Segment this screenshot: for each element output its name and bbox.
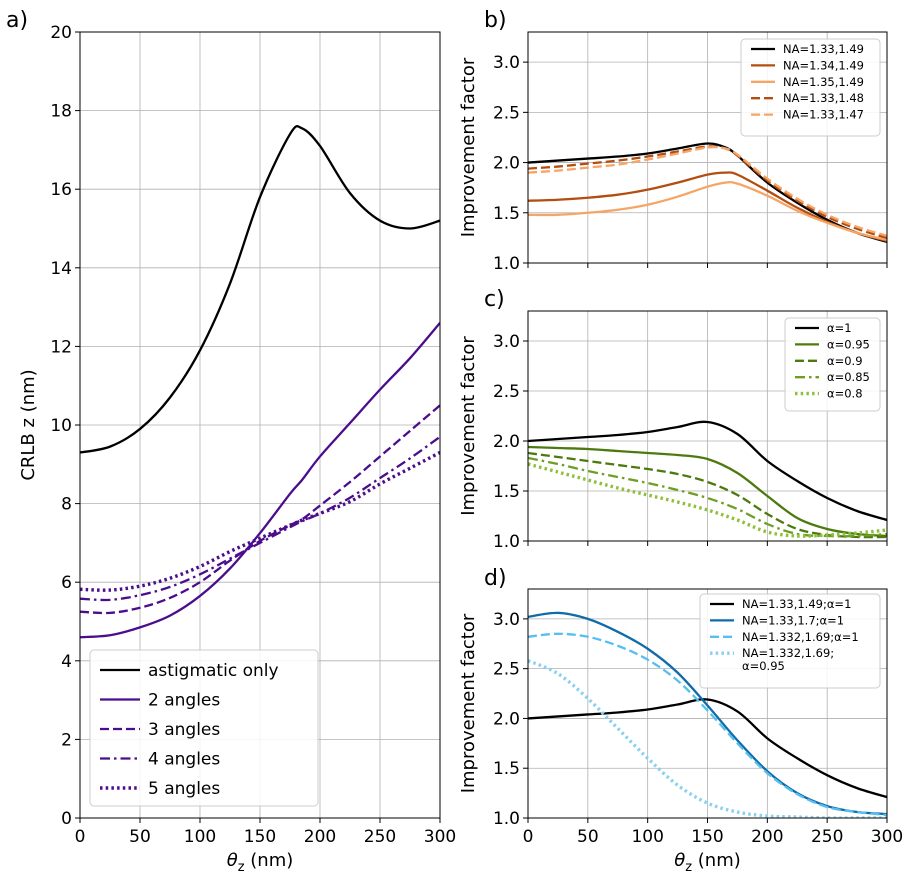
y-tick-label: 0 [61,809,72,829]
series-line-2 [80,404,440,615]
x-tick-label: 150 [244,827,276,847]
legend-label: 5 angles [148,779,220,799]
legend-label: α=0.95 [742,659,785,673]
legend-box [89,649,319,807]
legend: NA=1.33,1.49 NA=1.34,1.49 NA=1.35,1.49 NA=1… [740,38,881,137]
series-line-0 [528,142,887,244]
panel-label: a) [6,8,28,33]
legend: astigmatic only 2 angles 3 angles 4 angles 5… [89,649,319,807]
y-tick-label: 8 [61,495,72,515]
legend-label: α=1 [827,321,852,335]
y-axis-label: Improvement factor [458,336,479,516]
legend-label: NA=1.332,1.69; [742,646,834,660]
panel-b: 1.0 1.5 2.0 2.5 3.0 Improvement factor b) NA=1.… [458,8,888,274]
legend-box [699,593,881,689]
y-tick-label: 1.0 [493,254,520,274]
y-tick-label: 1.5 [493,759,520,779]
legend-box [784,317,881,412]
legend: α=1 α=0.95 α=0.9 α=0.85 α=0.8 [784,317,881,412]
y-tick-label: 1.5 [493,204,520,224]
x-axis-label: θz (nm) [674,850,741,873]
series-line-1 [528,445,887,538]
y-axis-label: Improvement factor [458,613,479,793]
x-tick-label: 300 [871,827,903,847]
y-tick-label: 6 [61,573,72,593]
panel-d: 0 50 100 150 200 250 300 1.0 1.5 2.0 2.5 3.0 Improve… [458,566,903,873]
x-tick-label: 100 [631,827,663,847]
x-tick-label: 0 [75,827,86,847]
legend-label: 2 angles [148,691,220,711]
y-tick-label: 2.0 [493,709,520,729]
x-tick-label: 50 [129,827,151,847]
y-tick-label: 10 [50,416,72,436]
series-line-3 [528,145,887,239]
panel-label: c) [484,287,505,312]
legend-label: α=0.95 [827,337,870,351]
legend: NA=1.33,1.49;α=1 NA=1.33,1.7;α=1 NA=1.332,… [699,593,881,689]
x-tick-label: 0 [523,827,534,847]
y-tick-label: 18 [50,102,72,122]
y-tick-label: 12 [50,337,72,357]
y-tick-label: 3.0 [493,53,520,73]
x-tick-label: 200 [751,827,783,847]
series-line-4 [528,462,887,538]
series-line-0 [528,698,887,799]
legend-label: NA=1.34,1.49 [783,58,864,72]
y-tick-label: 3.0 [493,610,520,630]
y-axis-label: CRLB z (nm) [18,369,39,480]
x-tick-label: 200 [304,827,336,847]
legend-label: 3 angles [148,720,220,740]
legend-label: NA=1.35,1.49 [783,75,864,89]
legend-label: NA=1.33,1.7;α=1 [742,613,844,627]
series-line-0 [80,125,440,454]
series-line-0 [528,420,887,522]
x-tick-label: 300 [424,827,456,847]
x-tick-label: 250 [811,827,843,847]
y-tick-label: 3.0 [493,332,520,352]
x-tick-label: 100 [184,827,216,847]
x-tick-label: 150 [691,827,723,847]
y-tick-label: 20 [50,23,72,43]
x-tick-label: 250 [364,827,396,847]
y-tick-label: 2.5 [493,382,520,402]
legend-label: NA=1.33,1.48 [783,91,864,105]
x-tick-label: 50 [577,827,599,847]
legend-label: α=0.85 [827,370,870,384]
legend-label: NA=1.33,1.49 [783,42,864,56]
legend-label: NA=1.332,1.69;α=1 [742,630,859,644]
y-tick-label: 1.0 [493,532,520,552]
y-tick-label: 2 [61,730,72,750]
series-line-3 [80,435,440,602]
y-tick-label: 2.0 [493,154,520,174]
series-line-2 [528,632,887,817]
series-line-4 [528,145,887,237]
panel-label: b) [484,8,507,33]
legend-label: 4 angles [148,750,220,770]
x-axis-label: θz (nm) [227,850,294,873]
series-line-1 [80,322,440,639]
y-tick-label: 16 [50,180,72,200]
y-tick-label: 1.5 [493,482,520,502]
series-line-2 [528,181,887,242]
legend-label: NA=1.33,1.49;α=1 [742,597,851,611]
legend-label: α=0.9 [827,354,863,368]
y-tick-label: 4 [61,652,72,672]
y-tick-label: 2.5 [493,660,520,680]
legend-label: astigmatic only [148,661,279,681]
panel-a: 0 50 100 150 200 250 300 0 2 4 6 8 10 12 14 16 18 20 CRLB … [6,8,456,873]
y-axis-label: Improvement factor [458,57,479,237]
y-tick-label: 2.0 [493,432,520,452]
y-tick-label: 1.0 [493,809,520,829]
panel-label: d) [484,566,507,591]
y-tick-label: 14 [50,259,72,279]
y-tick-label: 2.5 [493,103,520,123]
legend-label: α=0.8 [827,387,863,401]
legend-box [740,38,881,137]
series-line-4 [80,451,440,592]
legend-label: NA=1.33,1.47 [783,108,864,122]
